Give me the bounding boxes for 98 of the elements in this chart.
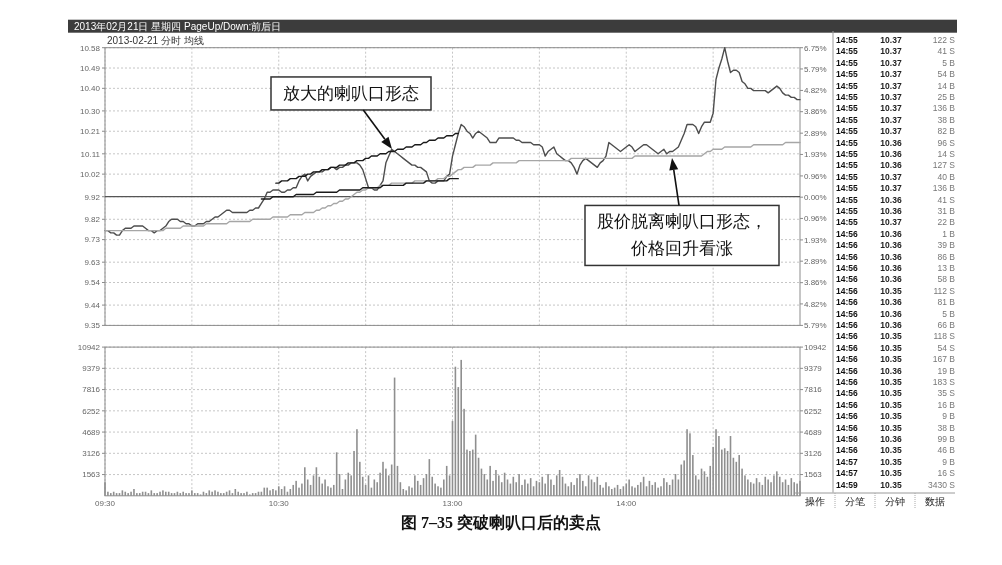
text: 14:56 10.35 167 B (836, 354, 955, 365)
y2-tick-label: 4689 (804, 427, 823, 437)
y2-tick-label: 4.82% (804, 299, 827, 309)
text: 14:56 10.36 13 B (836, 263, 955, 273)
line-series (275, 132, 459, 184)
y2-tick-label: 1.93% (804, 150, 827, 160)
text: 14:55 10.37 40 B (836, 171, 955, 182)
text: 14:56 10.36 1 B (836, 228, 955, 239)
text: 数据 (925, 495, 945, 507)
y2-tick-label: 3126 (804, 449, 823, 459)
text: 14:57 10.35 16 S (836, 468, 955, 479)
text: 14:56 10.36 39 B (836, 240, 955, 251)
x-tick-label: 14:00 (616, 498, 637, 508)
text: 14:56 10.35 54 S (836, 342, 955, 353)
y-tick-label: 10.11 (80, 149, 101, 159)
text: 14:56 10.36 99 B (836, 434, 955, 444)
y2-tick-label: 9379 (804, 364, 823, 374)
text: 14:56 10.35 16 B (836, 399, 955, 410)
chart-subtitle: 2013-02-21 分时 均线 (107, 34, 204, 46)
text: 14:59 10.35 3430 S (836, 479, 955, 490)
y-tick-label: 10.49 (79, 63, 101, 73)
y2-tick-label: 0.00% (804, 192, 827, 202)
y2-tick-label: 6.75% (804, 43, 827, 53)
y-tick-label: 10.30 (79, 106, 101, 116)
annotation: 放大的喇叭口形态 (283, 83, 419, 103)
x-tick-label: 10:30 (268, 498, 290, 508)
y-tick-label: 9.44 (84, 300, 101, 310)
text: 14:55 10.37 14 B (836, 80, 955, 91)
y-tick-label: 4689 (82, 427, 101, 437)
text: 14:56 10.36 86 B (836, 251, 955, 262)
y2-tick-label: 6252 (804, 406, 823, 416)
text: 14:56 10.35 112 S (836, 285, 955, 296)
y2-tick-label: 7816 (804, 385, 823, 395)
y2-tick-label: 2.89% (804, 256, 827, 266)
y-tick-label: 9.54 (84, 278, 101, 288)
text: 14:56 10.35 118 S (836, 331, 955, 342)
y2-tick-label: 0.96% (804, 214, 827, 224)
text: 14:56 10.36 66 B (836, 320, 955, 330)
text: 14:55 10.36 14 S (836, 149, 955, 159)
text: 14:55 10.37 38 B (836, 114, 955, 125)
text: 14:55 10.36 96 S (836, 137, 955, 148)
text: 14:55 10.36 127 S (836, 160, 955, 171)
text: 14:57 10.35 9 B (836, 456, 955, 467)
y-tick-label: 9.92 (84, 192, 101, 202)
text: 14:56 10.35 9 B (836, 411, 955, 422)
y-tick-label: 3126 (82, 449, 101, 459)
y-tick-label: 9.73 (84, 235, 101, 245)
text: 14:56 10.36 58 B (836, 274, 955, 285)
y-tick-label: 9.82 (84, 215, 101, 225)
line-series (104, 141, 801, 232)
text: 14:55 10.37 136 B (836, 103, 955, 114)
y-tick-label: 10942 (77, 342, 101, 352)
x-tick-label: 13:00 (442, 498, 464, 508)
y2-tick-label: 2.89% (804, 128, 827, 138)
text: 分笔 (845, 495, 865, 507)
text: 14:55 10.36 31 B (836, 206, 955, 216)
y-tick-label: 9.35 (84, 321, 101, 331)
text: 14:56 10.35 46 B (836, 445, 955, 456)
caption: 图 7–35 突破喇叭口后的卖点 (401, 514, 601, 532)
text: 14:56 10.36 81 B (836, 297, 955, 308)
text: 14:56 10.35 35 S (836, 388, 955, 399)
y2-tick-label: 5.79% (804, 321, 827, 331)
y-tick-label: 10.21 (79, 127, 101, 137)
text: 14:55 10.37 22 B (836, 217, 955, 228)
x-tick-label: 09:30 (94, 498, 116, 508)
y2-tick-label: 3.86% (804, 278, 827, 288)
text: 14:55 10.37 25 B (836, 92, 955, 102)
text: 14:55 10.37 5 B (836, 57, 955, 68)
y2-tick-label: 3.86% (804, 107, 827, 117)
y2-tick-label: 10942 (804, 342, 827, 352)
text: 14:55 10.37 41 S (836, 46, 955, 57)
text: 14:56 10.36 19 B (836, 365, 955, 376)
y2-tick-label: 0.96% (804, 171, 827, 181)
y-tick-label: 10.58 (79, 43, 101, 53)
chart-title: 2013年02月21日 星期四 PageUp/Down:前后日 (74, 20, 282, 32)
text: 分钟 (885, 495, 905, 507)
text: 14:56 10.35 183 S (836, 377, 955, 387)
y-tick-label: 10.02 (79, 169, 101, 179)
text: 14:55 10.37 82 B (836, 126, 955, 137)
y-tick-label: 6252 (82, 406, 101, 416)
y-tick-label: 1563 (82, 470, 101, 480)
text: 14:55 10.37 122 S (836, 35, 955, 45)
y2-tick-label: 1.93% (804, 235, 827, 245)
text: 14:55 10.37 54 B (836, 69, 955, 80)
y2-tick-label: 5.79% (804, 64, 827, 74)
text: 14:55 10.37 136 B (836, 183, 955, 194)
line-series (260, 177, 459, 200)
text: 14:56 10.35 38 B (836, 422, 955, 433)
text: 操作 (805, 495, 825, 507)
text: 14:56 10.36 5 B (836, 308, 955, 319)
y-tick-label: 9.63 (84, 257, 101, 267)
annotation: 股价脱离喇叭口形态，价格回升看涨 (597, 212, 767, 259)
y-tick-label: 9379 (82, 364, 101, 374)
y2-tick-label: 1563 (804, 470, 823, 480)
y-tick-label: 7816 (82, 385, 101, 395)
text: 14:55 10.36 41 S (836, 194, 955, 205)
y2-tick-label: 4.82% (804, 86, 827, 96)
y-tick-label: 10.40 (79, 84, 101, 94)
